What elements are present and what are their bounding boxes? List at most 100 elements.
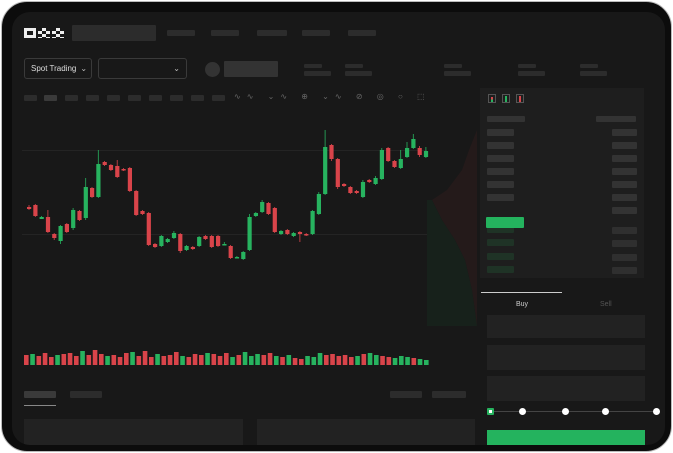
candle — [329, 144, 334, 161]
candle — [348, 186, 353, 194]
volume-bar — [92, 350, 98, 365]
candle — [367, 179, 372, 183]
nav-item[interactable] — [257, 30, 287, 36]
candle-body — [140, 211, 145, 214]
candle-body — [417, 148, 422, 155]
slider-step[interactable] — [487, 408, 494, 415]
slider-step[interactable] — [562, 408, 569, 415]
candle-body — [83, 187, 88, 218]
volume-bar — [111, 355, 117, 365]
header-price — [487, 116, 525, 122]
candle-body — [379, 150, 384, 179]
candle-body — [247, 217, 252, 250]
timeframe-button[interactable] — [65, 95, 78, 101]
depth-asks — [432, 110, 477, 326]
volume-bar — [249, 356, 254, 365]
candle-body — [310, 211, 315, 234]
timeframe-button[interactable] — [128, 95, 141, 101]
market-type-dropdown[interactable]: Spot Trading ⌄ — [24, 58, 92, 79]
candle-body — [171, 233, 177, 238]
volume-bar — [142, 351, 148, 365]
volume-bar — [24, 355, 29, 365]
timeframe-button[interactable] — [24, 95, 37, 101]
slider-step[interactable] — [519, 408, 526, 415]
timeframe-button[interactable] — [86, 95, 99, 101]
candle-body — [411, 139, 416, 148]
candle-body — [304, 234, 309, 236]
timeframe-button[interactable] — [191, 95, 204, 101]
header-amount — [596, 116, 636, 122]
volume-bar — [286, 355, 292, 365]
stat-value — [345, 71, 372, 76]
candle-body — [127, 168, 132, 191]
buy-tab-underline — [481, 292, 562, 293]
volume-bar — [74, 356, 79, 365]
filter[interactable] — [390, 391, 422, 398]
volume-bar — [280, 357, 285, 365]
orderbook-view-icons[interactable] — [488, 94, 524, 103]
bottom-panel — [24, 419, 243, 445]
timeframe-button[interactable] — [44, 95, 57, 101]
volume-bar — [355, 356, 360, 365]
timeframe-button[interactable] — [170, 95, 183, 101]
candle-body — [108, 165, 114, 170]
nav-item[interactable] — [211, 30, 239, 36]
candle — [71, 208, 76, 230]
candle-body — [297, 232, 303, 234]
search-bar[interactable] — [72, 25, 156, 41]
volume-bar — [311, 357, 317, 365]
candle-body — [260, 202, 265, 212]
total-input[interactable] — [487, 376, 645, 401]
leverage-slider[interactable] — [490, 411, 658, 412]
timeframe-button[interactable] — [149, 95, 162, 101]
filter[interactable] — [432, 391, 466, 398]
candle-body — [253, 213, 258, 216]
candle-body — [234, 257, 240, 259]
amount-input[interactable] — [487, 345, 645, 370]
tab-buy[interactable]: Buy — [516, 301, 529, 308]
buy-button[interactable] — [487, 430, 645, 445]
both-sides-icon[interactable] — [488, 94, 496, 103]
tab-open-orders[interactable] — [24, 391, 56, 398]
candle — [134, 190, 139, 216]
pair-dropdown[interactable]: ⌄ — [98, 58, 187, 79]
nav-item[interactable] — [167, 30, 195, 36]
candle — [96, 150, 101, 198]
asks-only-icon[interactable] — [516, 94, 524, 103]
candle — [411, 134, 416, 149]
indicator-icons[interactable]: ∿∿ ⌄∿ ⊕ ⌄∿ ⊘ ◎ ○ ⬚ — [234, 92, 431, 101]
stat-label — [444, 64, 462, 68]
timeframe-button[interactable] — [212, 95, 225, 101]
candle-body — [102, 162, 107, 165]
candle — [159, 235, 164, 247]
volume-bar — [61, 354, 67, 365]
candle — [45, 210, 51, 233]
timeframe-button[interactable] — [107, 95, 120, 101]
candle-body — [405, 148, 410, 157]
candle — [323, 130, 328, 195]
stat-label — [518, 64, 536, 68]
stat-label — [580, 64, 598, 68]
pair-price — [224, 61, 278, 77]
candle-body — [96, 164, 101, 197]
slider-step[interactable] — [602, 408, 609, 415]
volume-bar — [405, 357, 410, 365]
volume-bar — [130, 352, 135, 365]
ask-price — [487, 155, 514, 162]
price-input[interactable] — [487, 315, 645, 338]
volume-bar — [305, 356, 310, 365]
volume-bar — [330, 354, 335, 365]
candle-body — [134, 191, 139, 215]
candle — [77, 210, 82, 221]
ask-amount — [612, 207, 637, 214]
candle-body — [354, 191, 359, 193]
tab-sell[interactable]: Sell — [600, 301, 612, 308]
volume-bar — [230, 357, 235, 365]
nav-item[interactable] — [348, 30, 376, 36]
volume-bar — [167, 355, 173, 365]
candle — [33, 204, 38, 217]
bids-only-icon[interactable] — [502, 94, 510, 103]
slider-step[interactable] — [653, 408, 660, 415]
nav-item[interactable] — [302, 30, 330, 36]
tab-history[interactable] — [70, 391, 102, 398]
